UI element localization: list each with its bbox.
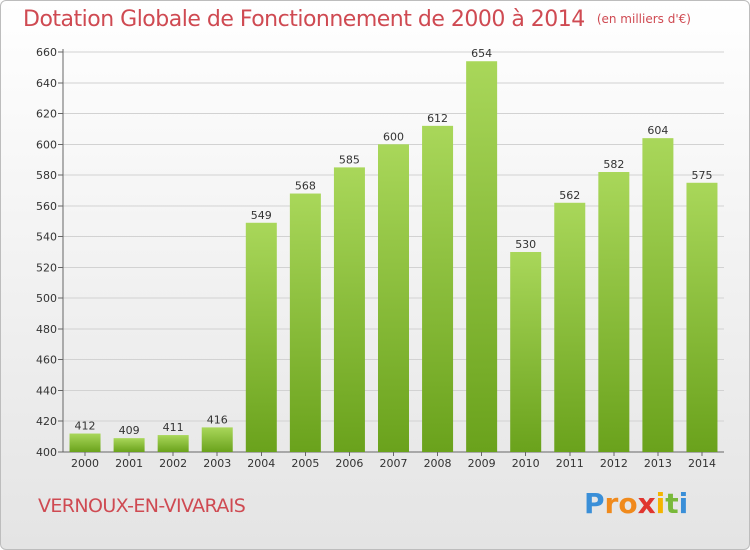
x-tick-label: 2010 [512,457,540,470]
bar [245,222,277,452]
data-label: 604 [647,124,668,137]
bar [510,252,542,452]
bar [422,125,454,452]
chart-title-text: Dotation Globale de Fonctionnement de 20… [23,7,585,32]
y-tick-label: 520 [36,261,57,274]
place-name: VERNOUX-EN-VIVARAIS [38,495,246,517]
bar [333,167,365,452]
y-tick-label: 540 [36,231,57,244]
data-label: 549 [251,209,272,222]
y-tick-label: 560 [36,200,57,213]
logo-letter: i [655,487,666,520]
x-tick-label: 2013 [644,457,672,470]
x-tick-label: 2012 [600,457,628,470]
x-tick-label: 2008 [424,457,452,470]
x-tick-label: 2014 [688,457,716,470]
data-label: 612 [427,112,448,125]
x-tick-label: 2009 [468,457,496,470]
y-tick-label: 480 [36,323,57,336]
bar [378,144,409,453]
x-tick-label: 2002 [159,457,187,470]
bar [113,438,145,452]
bar [686,182,718,452]
x-tick-label: 2011 [556,457,584,470]
x-tick-label: 2000 [71,457,99,470]
y-tick-label: 580 [36,169,57,182]
chart-unit-note: (en milliers d'€) [596,12,691,26]
data-label: 409 [119,424,140,437]
bar [69,433,101,452]
y-tick-label: 600 [36,138,57,151]
y-tick-label: 420 [36,415,57,428]
data-label: 582 [603,158,624,171]
bar [642,138,674,452]
x-tick-label: 2005 [291,457,319,470]
bar [201,427,233,452]
bar [289,193,321,453]
data-label: 585 [339,153,360,166]
bar [598,172,630,452]
y-tick-label: 620 [36,108,57,121]
y-tick-label: 440 [36,384,57,397]
logo-letter: P [584,487,605,520]
x-tick-label: 2007 [380,457,408,470]
logo-letter: t [665,487,679,520]
x-tick-label: 2003 [203,457,231,470]
data-label: 411 [163,421,184,434]
data-label: 575 [691,169,712,182]
data-label: 654 [471,47,492,60]
logo-letter: i [678,487,689,520]
logo-letter: r [604,487,619,520]
x-tick-label: 2006 [335,457,363,470]
data-label: 412 [75,420,96,433]
bar [466,61,498,452]
y-tick-label: 640 [36,77,57,90]
labels: 400 420 440 460 480 500 520 540 560 580 600 620 640 6… [36,46,716,470]
bar [554,202,586,452]
x-tick-label: 2001 [115,457,143,470]
chart-title: Dotation Globale de Fonctionnement de 20… [23,7,691,32]
logo-letter: o [618,487,638,520]
logo-letter: x [637,487,656,520]
data-label: 416 [207,413,228,426]
proxiti-logo[interactable]: Proxiti [584,487,688,520]
x-tick-label: 2004 [247,457,275,470]
data-label: 568 [295,180,316,193]
bar [157,435,189,452]
bars [69,61,718,453]
data-label: 530 [515,238,536,251]
y-tick-label: 660 [36,46,57,59]
y-tick-label: 460 [36,354,57,367]
y-tick-label: 500 [36,292,57,305]
data-label: 562 [559,189,580,202]
y-tick-label: 400 [36,446,57,459]
data-label: 600 [383,130,404,143]
